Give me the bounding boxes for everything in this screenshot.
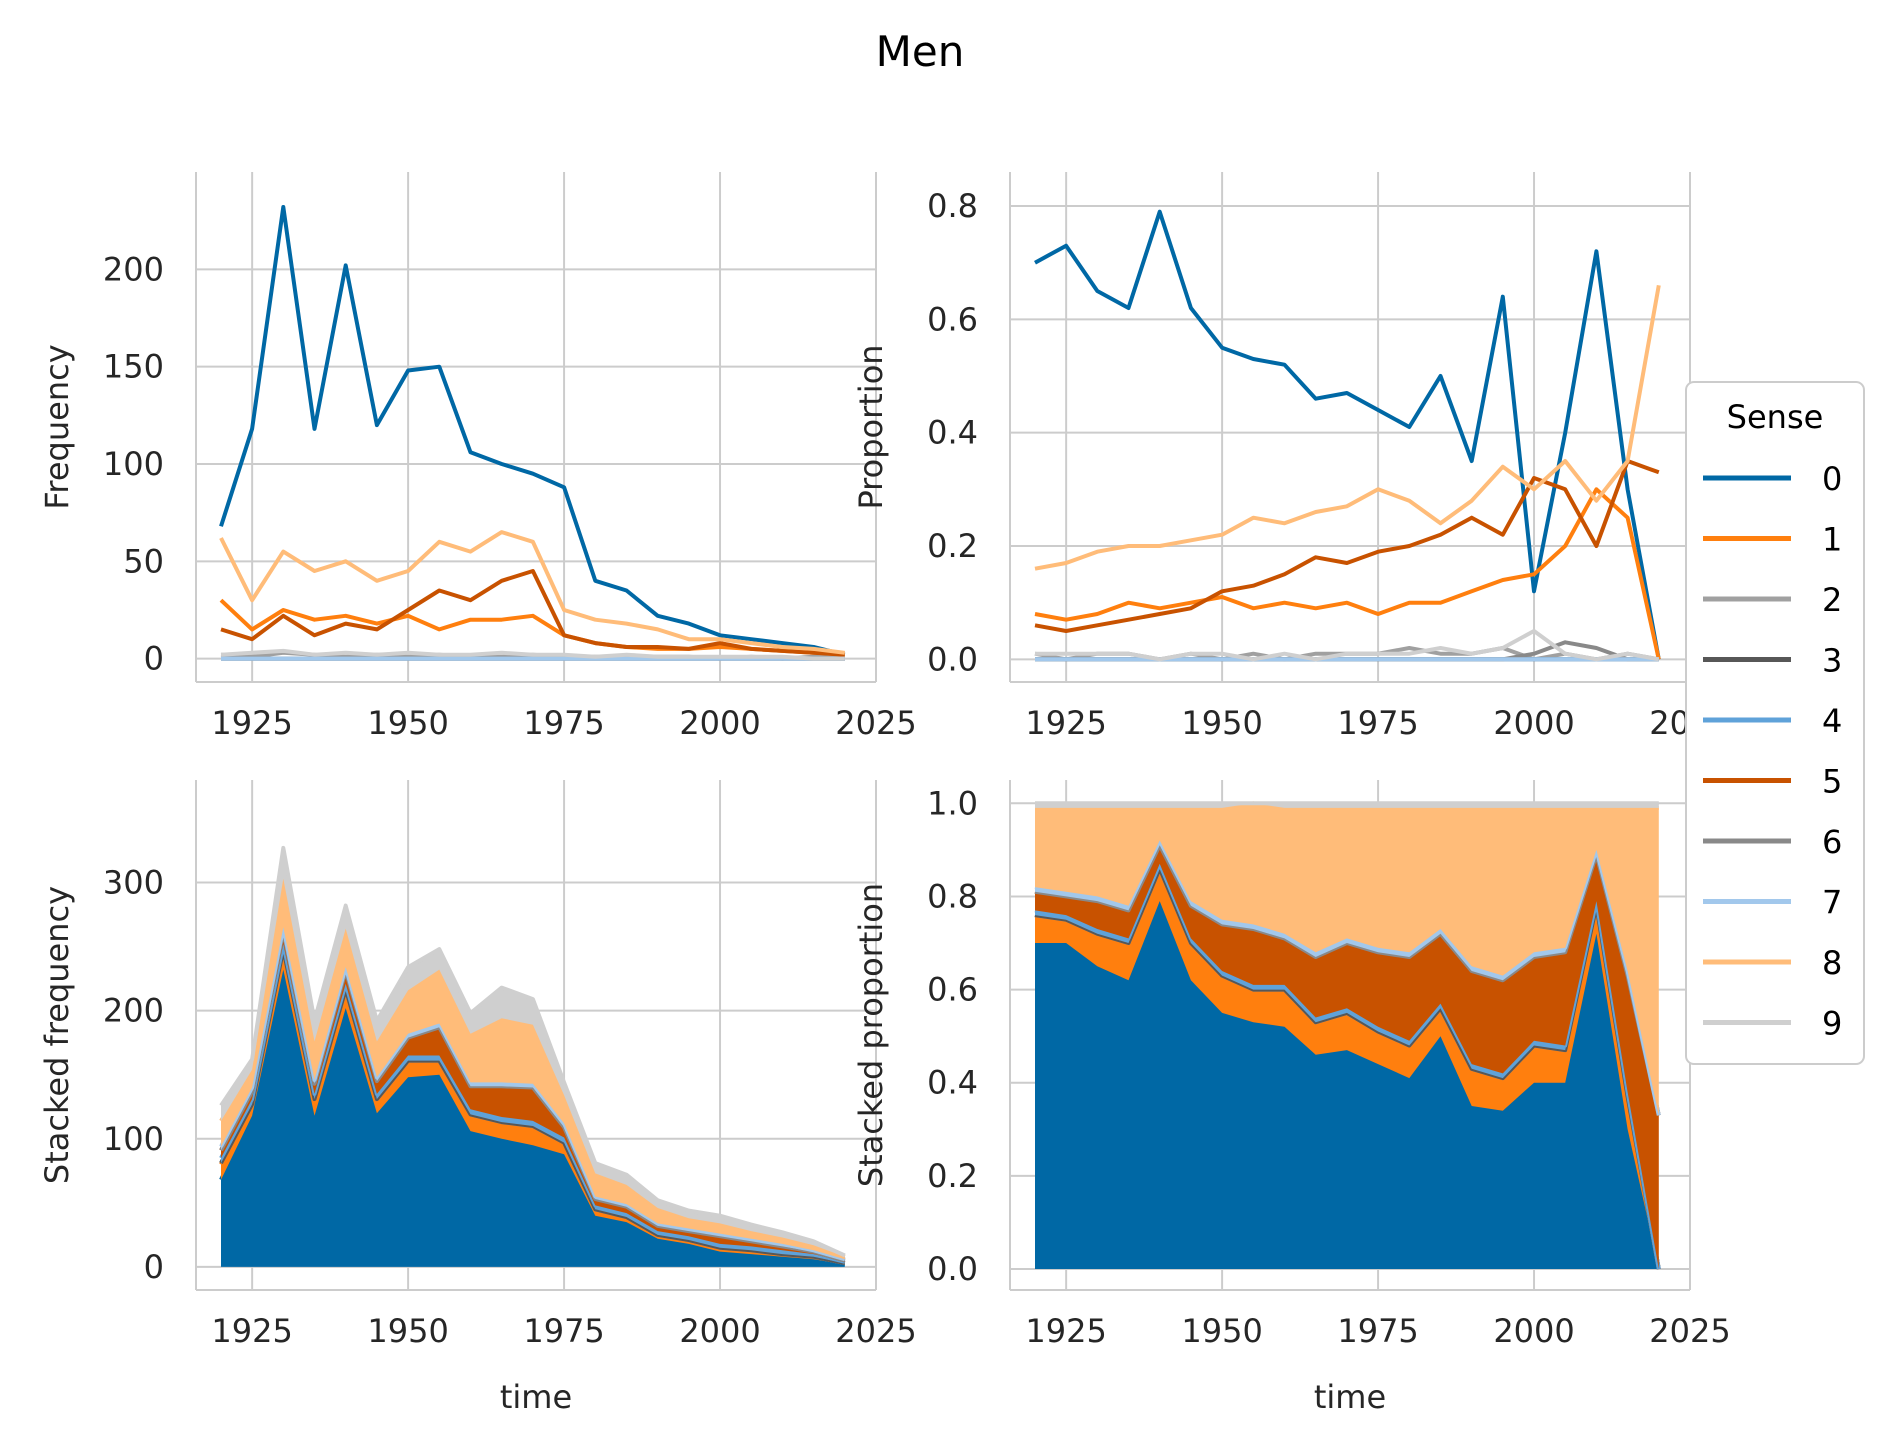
series-area-5 — [221, 931, 845, 1262]
x-axis-label: time — [500, 1378, 572, 1416]
y-tick-label: 0.4 — [927, 1064, 978, 1102]
x-tick-label: 2025 — [1649, 1312, 1730, 1350]
series-line-8 — [219, 530, 846, 655]
y-tick-label: 1.0 — [927, 784, 978, 822]
x-tick-label: 1925 — [211, 1312, 292, 1350]
legend-label: 3 — [1822, 642, 1842, 680]
y-tick-label: 200 — [103, 992, 164, 1030]
legend-label: 0 — [1822, 460, 1842, 498]
x-tick-label: 1975 — [523, 1312, 604, 1350]
y-axis-label: Proportion — [852, 344, 890, 509]
x-tick-label: 2000 — [1493, 704, 1574, 742]
x-tick-label: 1925 — [1025, 704, 1106, 742]
series-area-8 — [221, 878, 845, 1260]
y-axis-label: Frequency — [38, 344, 76, 509]
y-tick-label: 0.8 — [927, 187, 978, 225]
series-line-1 — [1034, 487, 1661, 660]
legend-title: Sense — [1727, 398, 1824, 436]
y-tick-label: 0.2 — [927, 527, 978, 565]
legend-label: 1 — [1822, 521, 1842, 559]
x-tick-label: 1975 — [523, 704, 604, 742]
legend-label: 7 — [1822, 884, 1842, 922]
series-line-6 — [1035, 640, 1659, 662]
panel-0: 1925 1950 1975 2000 2025 0 50 100 150 200 Frequenc… — [38, 172, 917, 742]
x-tick-label: 1950 — [367, 1312, 448, 1350]
legend-items: 0 1 2 3 4 5 6 7 8 9 — [1703, 460, 1842, 1043]
y-tick-label: 0.6 — [927, 300, 978, 338]
series-line-9 — [1035, 629, 1660, 662]
panel-3: 1925 1950 1975 2000 2025 0.0 0.2 0.4 0.6 0.8 1.0 St… — [852, 780, 1731, 1416]
y-tick-label: 0.6 — [927, 971, 978, 1009]
y-tick-label: 0.0 — [927, 1250, 978, 1288]
y-tick-label: 200 — [103, 250, 164, 288]
series-line-0 — [219, 205, 846, 657]
legend-label: 8 — [1822, 944, 1842, 982]
series-line-0 — [1034, 209, 1661, 660]
panel-2: 1925 1950 1975 2000 2025 0 100 200 300 Stacked fr… — [38, 780, 917, 1416]
legend-label: 4 — [1822, 702, 1842, 740]
series-line-5 — [220, 569, 845, 657]
y-tick-label: 150 — [103, 348, 164, 386]
series-line-5 — [1034, 459, 1660, 633]
x-tick-label: 2000 — [679, 704, 760, 742]
y-tick-label: 0.0 — [927, 640, 978, 678]
x-tick-label: 1950 — [367, 704, 448, 742]
series-area-1 — [1035, 868, 1659, 1269]
y-tick-label: 50 — [123, 542, 164, 580]
legend-label: 2 — [1822, 581, 1842, 619]
series-area-0 — [221, 969, 845, 1267]
series-line-1 — [219, 598, 845, 657]
x-tick-label: 2000 — [679, 1312, 760, 1350]
series-edge-9 — [219, 845, 846, 1258]
y-tick-label: 300 — [103, 864, 164, 902]
x-tick-label: 1950 — [1181, 1312, 1262, 1350]
panel-1: 192519501975200020250.00.20.40.60.8Propo… — [852, 172, 1731, 742]
y-axis-label: Stacked proportion — [852, 883, 890, 1187]
legend-label: 9 — [1822, 1005, 1842, 1043]
y-tick-label: 0.8 — [927, 877, 978, 915]
x-tick-label: 1950 — [1181, 704, 1262, 742]
y-tick-label: 0.2 — [927, 1157, 978, 1195]
y-tick-label: 0 — [144, 640, 164, 678]
legend-label: 5 — [1822, 763, 1842, 801]
legend: Sense 0 1 2 3 4 5 6 7 8 9 — [1685, 381, 1865, 1065]
x-tick-label: 1975 — [1337, 704, 1418, 742]
figure-title: Men — [876, 27, 965, 76]
series-line-8 — [1034, 284, 1661, 571]
series-area-0 — [1035, 901, 1659, 1269]
series-area-5 — [1035, 845, 1659, 1269]
x-tick-label: 2000 — [1493, 1312, 1574, 1350]
x-tick-label: 2025 — [835, 704, 916, 742]
y-axis-label: Stacked frequency — [38, 886, 76, 1184]
y-tick-label: 100 — [103, 1120, 164, 1158]
x-tick-label: 1925 — [211, 704, 292, 742]
x-tick-label: 1975 — [1337, 1312, 1418, 1350]
y-tick-label: 0.4 — [927, 414, 978, 452]
x-tick-label: 1925 — [1025, 1312, 1106, 1350]
y-tick-label: 100 — [103, 445, 164, 483]
series-line-9 — [220, 648, 845, 661]
legend-frame — [1685, 381, 1865, 1065]
panels: 1925 1950 1975 2000 2025050100150200Frequenc… — [38, 172, 1731, 1416]
series-area-8 — [1035, 803, 1659, 1116]
y-tick-label: 0 — [144, 1248, 164, 1286]
x-axis-label: time — [1314, 1378, 1386, 1416]
x-tick-label: 2025 — [835, 1312, 916, 1350]
legend-label: 6 — [1822, 823, 1842, 861]
